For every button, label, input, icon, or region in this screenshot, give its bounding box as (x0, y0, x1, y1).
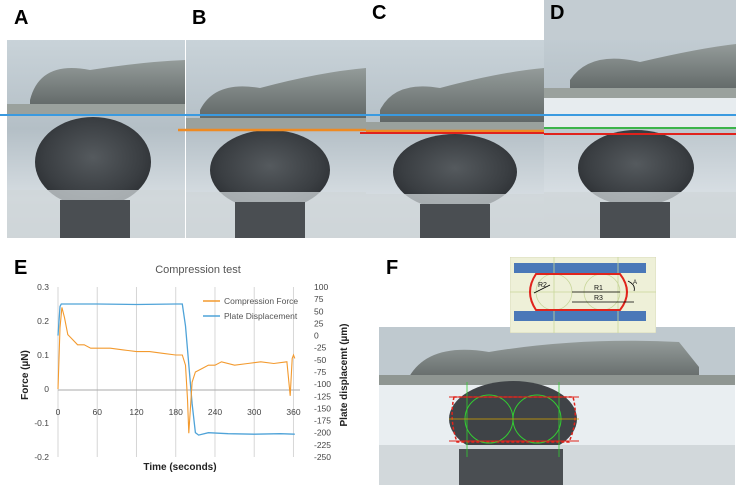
right-tick-label: -250 (314, 452, 331, 462)
label-r1: R1 (594, 285, 603, 292)
panel-label-d: D (550, 2, 565, 24)
series-plate-displacement (57, 303, 295, 436)
left-tick-label: 0.1 (37, 350, 49, 360)
panel-label-b: B (192, 7, 207, 29)
panel-label-f: F (386, 257, 399, 279)
right-axis-label: Plate displacemt (µm) (339, 323, 350, 426)
panel-c-image (360, 40, 552, 238)
top-plate (514, 263, 646, 273)
right-tick-label: -175 (314, 416, 331, 426)
left-tick-label: 0.3 (37, 282, 49, 292)
bottom-plate (514, 311, 646, 321)
x-tick-label: 240 (208, 407, 222, 417)
panel-a-image (0, 40, 186, 238)
right-tick-label: -125 (314, 391, 331, 401)
geometry-schematic: R2 R1 R3 A (510, 257, 656, 333)
x-axis-label: Time (seconds) (143, 462, 216, 473)
right-tick-label: -150 (314, 403, 331, 413)
right-tick-label: -100 (314, 379, 331, 389)
panel-f-image (379, 327, 735, 485)
chart-title: Compression test (155, 264, 241, 276)
micrograph-strip (0, 0, 736, 238)
right-tick-label: 75 (314, 294, 324, 304)
label-r2: R2 (538, 282, 547, 289)
x-axis-ticks: 0 60 120 180 240 300 360 (56, 407, 301, 417)
x-tick-label: 60 (93, 407, 103, 417)
chart-grid (57, 287, 294, 457)
left-axis-ticks: 0.3 0.2 0.1 0 -0.1 -0.2 (34, 282, 49, 462)
compression-chart: Compression test 0.3 0.2 0.1 0 -0.1 -0.2 100 7… (20, 264, 350, 473)
legend-label-force: Compression Force (224, 296, 298, 306)
right-tick-label: -25 (314, 343, 327, 353)
right-axis-ticks: 100 75 50 25 0 -25 -50 -75 -100 -125 -150 -175 -200 -… (314, 282, 331, 462)
series-compression-force (57, 307, 296, 434)
panel-label-c: C (372, 2, 387, 24)
panel-label-a: A (14, 7, 29, 29)
x-tick-label: 180 (169, 407, 183, 417)
legend-label-displacement: Plate Displacement (224, 311, 298, 321)
right-tick-label: 25 (314, 318, 324, 328)
panel-b-image (178, 40, 366, 238)
right-tick-label: -75 (314, 367, 327, 377)
label-angle: A (633, 280, 637, 286)
x-tick-label: 120 (129, 407, 143, 417)
panel-d-image (544, 0, 736, 238)
chart-legend: Compression Force Plate Displacement (203, 296, 298, 321)
x-tick-label: 300 (247, 407, 261, 417)
x-tick-label: 0 (56, 407, 61, 417)
left-tick-label: -0.2 (34, 452, 49, 462)
right-tick-label: 0 (314, 331, 319, 341)
right-tick-label: 50 (314, 306, 324, 316)
left-tick-label: 0 (44, 384, 49, 394)
left-tick-label: 0.2 (37, 316, 49, 326)
label-r3: R3 (594, 295, 603, 302)
x-tick-label: 360 (286, 407, 300, 417)
panel-label-e: E (14, 257, 28, 279)
right-tick-label: 100 (314, 282, 328, 292)
right-tick-label: -50 (314, 355, 327, 365)
right-tick-label: -200 (314, 428, 331, 438)
right-tick-label: -225 (314, 440, 331, 450)
cell-outline (529, 273, 628, 311)
left-axis-label: Force (µN) (20, 350, 31, 400)
left-tick-label: -0.1 (34, 418, 49, 428)
contour-fit (451, 396, 576, 443)
